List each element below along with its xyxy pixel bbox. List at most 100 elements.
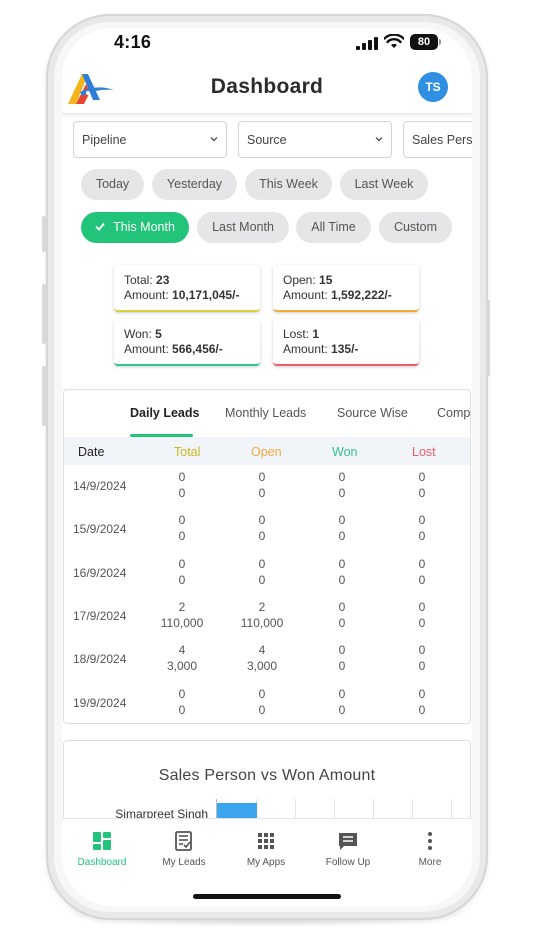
status-time: 4:16 <box>114 32 152 52</box>
row-total-count: 0 <box>178 556 186 571</box>
col-date: Date <box>78 445 105 459</box>
table-row[interactable]: 18/9/2024 4 3,000 4 3,000 0 0 0 0 <box>64 638 470 681</box>
table-row[interactable]: 19/9/2024 0 0 0 0 0 0 0 0 <box>64 682 470 724</box>
row-open-count: 4 <box>258 643 266 658</box>
row-date: 18/9/2024 <box>73 652 127 667</box>
row-open-cell: 2 110,000 <box>222 599 302 631</box>
home-indicator <box>193 894 341 899</box>
stat-total-count: 23 <box>156 273 170 287</box>
nav-my-apps[interactable]: My Apps <box>226 831 306 868</box>
side-button <box>42 284 46 344</box>
sales-person-select[interactable]: Sales Person <box>403 121 472 158</box>
tab-monthly-leads[interactable]: Monthly Leads <box>225 406 307 420</box>
apps-grid-icon <box>258 833 274 849</box>
nav-more[interactable]: More <box>390 831 470 868</box>
row-open-count: 2 <box>258 599 266 614</box>
row-lost-count: 0 <box>418 599 426 614</box>
sales-person-select-label: Sales Person <box>412 133 472 147</box>
tab-daily-leads[interactable]: Daily Leads <box>130 406 200 420</box>
row-open-amount: 0 <box>258 702 266 717</box>
stat-lost-label: Lost: <box>283 327 310 341</box>
avatar[interactable]: TS <box>418 72 448 102</box>
chip-last-month[interactable]: Last Month <box>197 212 289 243</box>
battery-indicator: 80 <box>410 34 438 50</box>
tab-compare[interactable]: Compa <box>437 406 471 420</box>
stat-card-total[interactable]: Total: 23 Amount: 10,171,045/- <box>114 265 260 312</box>
row-lost-amount: 0 <box>418 572 426 587</box>
stat-card-lost[interactable]: Lost: 1 Amount: 135/- <box>273 319 419 366</box>
chip-custom[interactable]: Custom <box>379 212 452 243</box>
signal-icon <box>356 37 378 50</box>
chart-gridline <box>334 799 335 827</box>
app-header: Dashboard TS <box>62 64 472 114</box>
list-check-icon <box>175 831 192 851</box>
nav-my-leads-label: My Leads <box>162 857 206 868</box>
source-select[interactable]: Source <box>238 121 392 158</box>
tab-source-wise[interactable]: Source Wise <box>337 406 408 420</box>
row-won-amount: 0 <box>338 486 346 500</box>
col-total: Total <box>174 445 201 459</box>
stat-open-amount: 1,592,222/- <box>331 288 392 302</box>
stat-total-amount-label: Amount: <box>124 288 169 302</box>
chip-last-month-label: Last Month <box>212 220 274 234</box>
row-total-amount: 0 <box>178 702 186 717</box>
row-won-amount: 0 <box>338 659 346 674</box>
table-row[interactable]: 14/9/2024 0 0 0 0 0 0 0 0 <box>64 465 470 508</box>
nav-dashboard[interactable]: Dashboard <box>62 831 142 868</box>
nav-follow-up[interactable]: Follow Up <box>308 831 388 868</box>
row-open-amount: 3,000 <box>246 659 278 674</box>
row-lost-amount: 0 <box>418 486 426 500</box>
stat-lost-count: 1 <box>312 327 320 341</box>
stat-won-amount-line: Amount: 566,456/- <box>124 342 260 357</box>
check-icon <box>95 222 105 231</box>
chip-yesterday[interactable]: Yesterday <box>152 169 237 200</box>
row-won-amount: 0 <box>338 615 346 630</box>
stat-total-count-line: Total: 23 <box>124 273 260 288</box>
stat-card-won[interactable]: Won: 5 Amount: 566,456/- <box>114 319 260 366</box>
row-total-count: 4 <box>178 643 186 658</box>
chip-this-week-label: This Week <box>259 177 318 191</box>
chip-yesterday-label: Yesterday <box>166 177 223 191</box>
chip-this-week[interactable]: This Week <box>245 169 332 200</box>
row-open-count: 0 <box>258 686 266 701</box>
leads-tabs: Daily Leads Monthly Leads Source Wise Co… <box>64 390 470 437</box>
row-lost-count: 0 <box>418 513 426 528</box>
chart-gridline <box>451 799 452 827</box>
table-row[interactable]: 16/9/2024 0 0 0 0 0 0 0 0 <box>64 552 470 595</box>
chip-this-month-label: This Month <box>113 220 175 234</box>
table-row[interactable]: 15/9/2024 0 0 0 0 0 0 0 0 <box>64 508 470 551</box>
row-won-count: 0 <box>338 643 346 658</box>
nav-my-leads[interactable]: My Leads <box>144 831 224 868</box>
row-date: 14/9/2024 <box>73 479 127 493</box>
leads-card: Daily Leads Monthly Leads Source Wise Co… <box>63 389 471 724</box>
stat-open-amount-label: Amount: <box>283 288 328 302</box>
table-row[interactable]: 17/9/2024 2 110,000 2 110,000 0 0 0 0 <box>64 595 470 638</box>
row-lost-count: 0 <box>418 556 426 571</box>
row-date: 15/9/2024 <box>73 522 127 537</box>
row-total-count: 2 <box>178 599 186 614</box>
row-lost-count: 0 <box>418 643 426 658</box>
stat-won-amount-label: Amount: <box>124 342 169 356</box>
row-open-amount: 0 <box>258 529 266 544</box>
col-open: Open <box>251 445 282 459</box>
filter-row: Pipeline Source Sales Person <box>73 121 472 159</box>
row-date: 16/9/2024 <box>73 565 127 580</box>
app-screen: 4:16 80 Dashboard TS Pipeline <box>62 28 472 906</box>
chip-all-time[interactable]: All Time <box>296 212 371 243</box>
stat-total-label: Total: <box>124 273 153 287</box>
row-total-count: 0 <box>178 513 186 528</box>
chip-last-week[interactable]: Last Week <box>340 169 428 200</box>
stat-card-open[interactable]: Open: 15 Amount: 1,592,222/- <box>273 265 419 312</box>
chip-this-month[interactable]: This Month <box>81 212 189 243</box>
pipeline-select[interactable]: Pipeline <box>73 121 227 158</box>
stat-lost-amount: 135/- <box>331 342 359 356</box>
app-logo[interactable] <box>66 72 116 106</box>
row-open-amount: 0 <box>258 486 266 500</box>
chip-today[interactable]: Today <box>81 169 144 200</box>
